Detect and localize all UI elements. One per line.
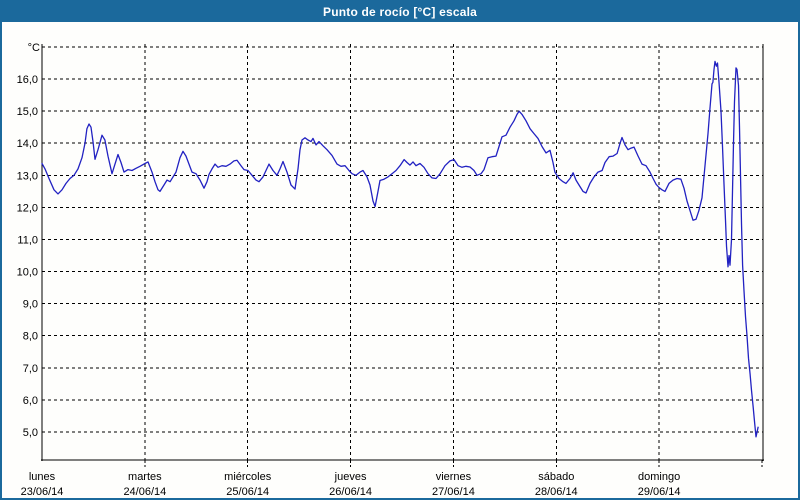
- y-tick-label: 8,0: [23, 331, 38, 343]
- x-day-label: jueves: [334, 471, 367, 483]
- chart-title: Punto de rocío [°C] escala: [322, 5, 478, 19]
- chart-title-bar: Punto de rocío [°C] escala: [2, 2, 798, 22]
- y-tick-label: 12,0: [17, 202, 38, 214]
- x-day-label: lunes: [29, 471, 56, 483]
- y-tick-label: 7,0: [23, 363, 38, 375]
- y-tick-label: 6,0: [23, 395, 38, 407]
- dewpoint-series-line: [41, 60, 759, 438]
- y-tick-label: 16,0: [17, 74, 38, 86]
- y-tick-label: 10,0: [17, 267, 38, 279]
- y-tick-label: 5,0: [23, 427, 38, 439]
- y-tick-label: 9,0: [23, 299, 38, 311]
- x-date-label: 24/06/14: [123, 486, 166, 498]
- x-date-label: 28/06/14: [535, 486, 578, 498]
- x-day-label: martes: [128, 471, 162, 483]
- x-date-label: 25/06/14: [226, 486, 269, 498]
- y-tick-label: 14,0: [17, 138, 38, 150]
- x-day-label: viernes: [436, 471, 472, 483]
- x-date-label: 26/06/14: [329, 486, 372, 498]
- x-date-label: 29/06/14: [638, 486, 681, 498]
- x-day-label: domingo: [638, 471, 680, 483]
- y-tick-label: 11,0: [17, 234, 38, 246]
- x-day-label: miércoles: [224, 471, 272, 483]
- x-date-label: 23/06/14: [21, 486, 64, 498]
- y-tick-label: 15,0: [17, 106, 38, 118]
- y-tick-label: 13,0: [17, 170, 38, 182]
- x-date-label: 27/06/14: [432, 486, 475, 498]
- x-day-label: sábado: [538, 471, 574, 483]
- y-axis-unit-label: °C: [28, 42, 40, 54]
